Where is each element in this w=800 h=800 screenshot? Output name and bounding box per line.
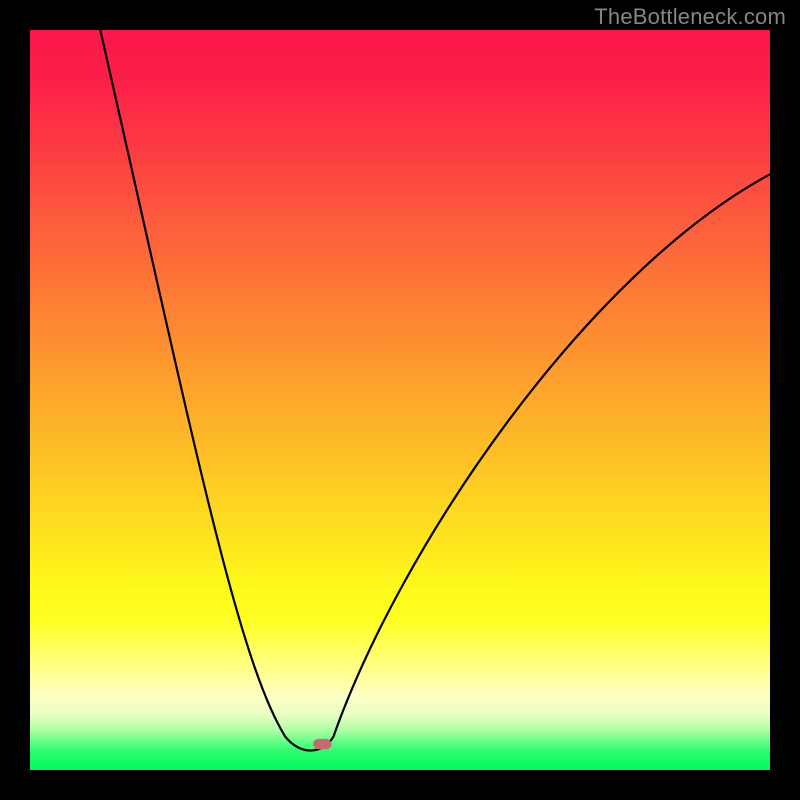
watermark-text: TheBottleneck.com xyxy=(594,4,786,30)
minimum-marker xyxy=(313,739,332,749)
plot-background xyxy=(30,30,770,770)
bottleneck-chart xyxy=(30,30,770,770)
